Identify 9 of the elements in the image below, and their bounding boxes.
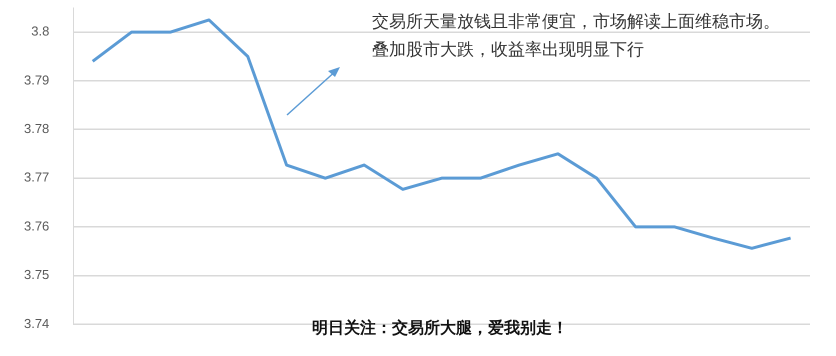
annotation: 明日关注：交易所大腿，爱我别走！ bbox=[311, 318, 569, 339]
annotation: 交易所天量放钱且非常便宜，市场解读上面维稳市场。叠加股市大跌，收益率出现明显下行 bbox=[372, 11, 781, 62]
y-tick-label: 3.77 bbox=[24, 170, 50, 185]
y-tick-label: 3.74 bbox=[24, 316, 50, 331]
y-tick-label: 3.78 bbox=[24, 121, 50, 136]
y-tick-label: 3.75 bbox=[24, 267, 50, 282]
y-tick-label: 3.79 bbox=[24, 72, 50, 88]
y-tick-label: 3.76 bbox=[24, 218, 50, 234]
y-tick-label: 3.8 bbox=[31, 24, 50, 39]
